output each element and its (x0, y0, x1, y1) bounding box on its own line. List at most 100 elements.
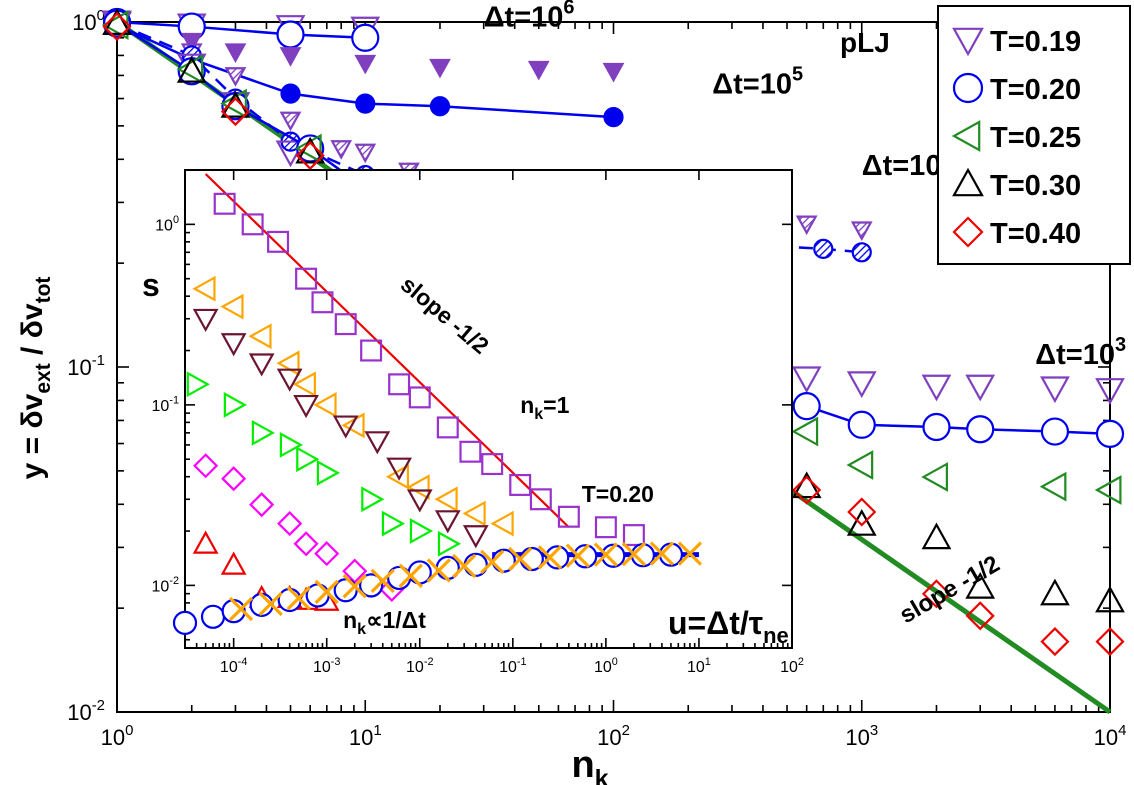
data-point (102, 8, 132, 36)
inset-series-n-k-1 (213, 192, 645, 547)
y-tick-label: 100 (72, 7, 105, 35)
inset-data-point (388, 373, 411, 396)
system-label: pLJ (840, 27, 890, 58)
inset-data-point (565, 543, 591, 568)
inset-data-point (480, 549, 505, 574)
data-point (330, 140, 353, 160)
x-tick-label: 101 (349, 722, 382, 750)
data-point (429, 96, 451, 117)
inset-data-point (557, 505, 580, 528)
inset-data-point (481, 453, 504, 476)
inset-data-point (248, 323, 272, 350)
data-point (846, 450, 874, 480)
data-point (791, 416, 819, 447)
inset-data-point (342, 574, 367, 599)
inset-data-point (249, 492, 275, 518)
inset-data-point (267, 230, 290, 253)
data-point (1040, 578, 1070, 606)
data-point (279, 111, 302, 132)
inset-data-point (223, 392, 247, 418)
data-point (851, 242, 872, 263)
inset-data-point (213, 192, 236, 215)
data-point (354, 54, 377, 75)
data-point (850, 221, 873, 241)
inset-data-point (462, 525, 489, 549)
legend-marker (952, 72, 984, 104)
data-point (847, 410, 876, 439)
inset-data-point (277, 511, 303, 537)
inset-data-point (529, 488, 552, 511)
annotation-dt3: Δt=103 (1035, 334, 1126, 371)
inset-data-point (408, 386, 431, 409)
inset-data-point (342, 558, 368, 584)
legend-entry: T=0.25 (951, 120, 1081, 154)
inset-data-point (221, 466, 247, 492)
data-point (795, 215, 818, 236)
inset-data-point (359, 573, 384, 598)
inset-plot: 10-4 10-3 10-2 10-1 100 101 102 10-2 10-1 100 s u=Δ… (142, 169, 804, 676)
legend-label: T=0.40 (990, 218, 1081, 250)
y-tick-label: 10-1 (67, 352, 105, 380)
inset-data-point (220, 551, 247, 575)
inset-data-point (364, 431, 391, 455)
data-point (176, 55, 207, 83)
data-point (791, 366, 822, 394)
annotation-inset-nk1: nk=1 (520, 392, 569, 423)
series-line (116, 20, 366, 40)
data-point (921, 462, 948, 492)
inset-x-tick-label: 10-1 (499, 656, 526, 676)
inset-data-point (286, 586, 311, 611)
inset-x-label: u=Δt/τne (668, 605, 789, 648)
legend-marker (952, 167, 984, 197)
inset-guide-line (204, 173, 570, 529)
legend-marker (951, 120, 981, 152)
inset-data-point (192, 530, 219, 554)
data-point (921, 522, 952, 550)
inset-data-point (361, 486, 385, 513)
data-point (922, 412, 951, 442)
legend-marker (952, 216, 984, 248)
data-point (295, 136, 326, 164)
inset-data-point (370, 568, 395, 593)
data-point (429, 58, 451, 79)
inset-x-tick-label: 102 (780, 656, 804, 676)
inset-data-point (398, 563, 423, 588)
inset-data-point (172, 610, 198, 635)
data-point (965, 374, 996, 402)
inset-data-point (220, 293, 244, 320)
data-point (847, 497, 877, 527)
series-line (116, 23, 614, 119)
annotation-dt6: Δt=106 (484, 0, 575, 34)
inset-data-point (573, 544, 598, 569)
inset-data-point (279, 432, 303, 458)
inset-data-point (436, 416, 459, 439)
data-point (965, 601, 995, 631)
inset-y-tick-label: 10-2 (152, 575, 179, 595)
inset-data-point (593, 542, 619, 567)
data-point (792, 392, 821, 421)
annotation-inset-nkdt: nk∝1/Δt (343, 607, 426, 638)
inset-data-point (434, 486, 458, 513)
inset-x-tick-label: 10-3 (313, 656, 340, 676)
inset-data-point (437, 530, 462, 557)
inset-data-point (621, 541, 647, 567)
inset-data-point (292, 371, 316, 398)
inset-data-point (228, 596, 254, 622)
inset-series-orange-crosses (228, 541, 703, 622)
data-point (527, 60, 550, 81)
legend-label: T=0.19 (990, 26, 1081, 58)
data-point (1094, 475, 1122, 505)
data-point (1095, 627, 1125, 657)
inset-x-tick-label: 100 (594, 656, 618, 676)
data-point (791, 471, 822, 499)
data-point (846, 509, 877, 536)
data-point (102, 12, 132, 42)
inset-data-point (332, 415, 359, 439)
inset-data-point (193, 453, 219, 479)
data-point (1095, 378, 1125, 405)
inset-data-point (594, 516, 617, 539)
x-tick-label: 103 (845, 722, 878, 750)
inset-series-green-tri-right (186, 371, 462, 557)
inset-x-tick-label: 10-2 (406, 656, 433, 676)
data-point (966, 415, 995, 444)
